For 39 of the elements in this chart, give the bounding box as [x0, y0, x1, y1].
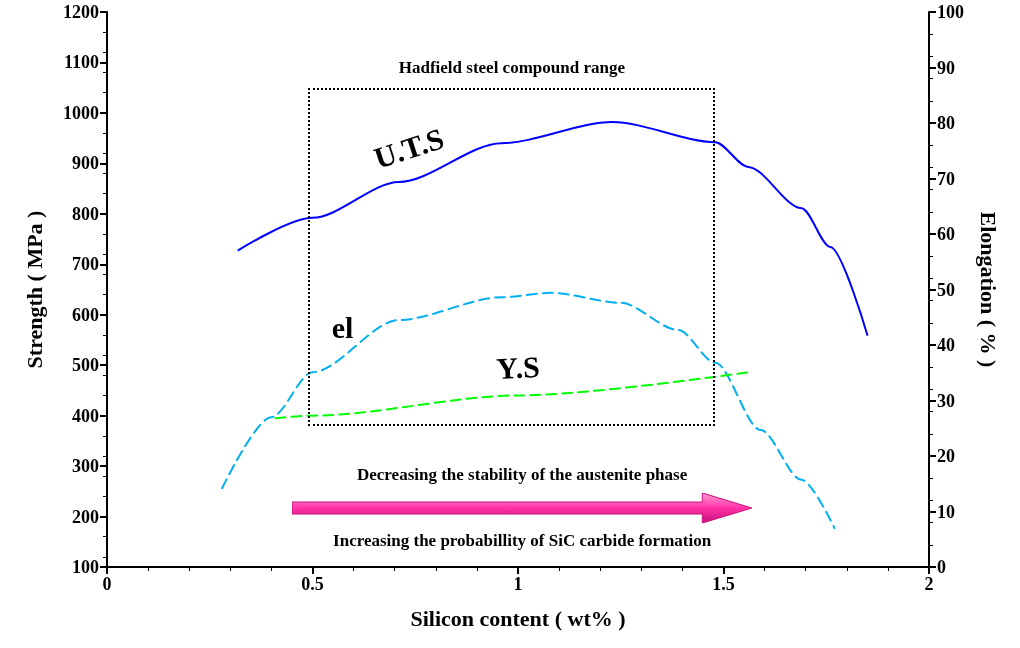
series-label: el: [331, 310, 354, 344]
x-tick-label: 2: [924, 574, 934, 594]
annotation: Increasing the probabillity of SiC carbide formation: [333, 531, 712, 551]
y-tick-label: 100: [72, 557, 99, 577]
y-axis-title: Strength ( MPa ): [21, 210, 47, 369]
series-label: Y.S: [495, 349, 541, 386]
y2-tick-label: 70: [937, 168, 955, 189]
y2-tick-label: 10: [937, 501, 955, 522]
y2-tick-label: 50: [937, 279, 955, 300]
y-tick-label: 900: [72, 153, 99, 174]
y-tick-label: 600: [72, 304, 99, 325]
y-tick-label: 800: [72, 203, 99, 224]
y2-tick-label: 30: [937, 390, 955, 411]
y-tick-label: 200: [72, 506, 99, 527]
y-tick-label: 500: [72, 355, 99, 376]
y2-tick-label: 0: [937, 557, 946, 577]
annotation: Decreasing the stability of the austenite phase: [356, 465, 688, 485]
annotation: Hadfield steel compound range: [398, 58, 626, 78]
y-tick-label: 400: [72, 405, 99, 426]
line-series: [237, 120, 869, 336]
x-tick-label: 0: [102, 574, 112, 594]
y-tick-label: 1100: [63, 52, 99, 73]
x-tick-label: 0.5: [301, 574, 324, 594]
y2-axis-title: Elongation ( % ): [975, 211, 1001, 368]
y-tick-label: 700: [72, 254, 99, 275]
x-tick-label: 1: [513, 574, 523, 594]
y2-tick-label: 60: [937, 224, 955, 244]
text: U.T.S: [369, 121, 448, 175]
y-tick-label: 1000: [63, 102, 99, 123]
x-tick-label: 1.5: [712, 574, 735, 594]
y2-tick-label: 90: [937, 57, 955, 78]
y2-tick-label: 100: [937, 2, 964, 22]
y-tick-label: 300: [72, 456, 99, 477]
y2-tick-label: 20: [937, 446, 955, 466]
y2-tick-label: 80: [937, 113, 955, 133]
y2-tick-label: 40: [937, 335, 955, 355]
x-axis-title: Silicon content ( wt% ): [410, 605, 626, 631]
line-series: [221, 291, 836, 530]
y-tick-label: 1200: [63, 2, 99, 22]
